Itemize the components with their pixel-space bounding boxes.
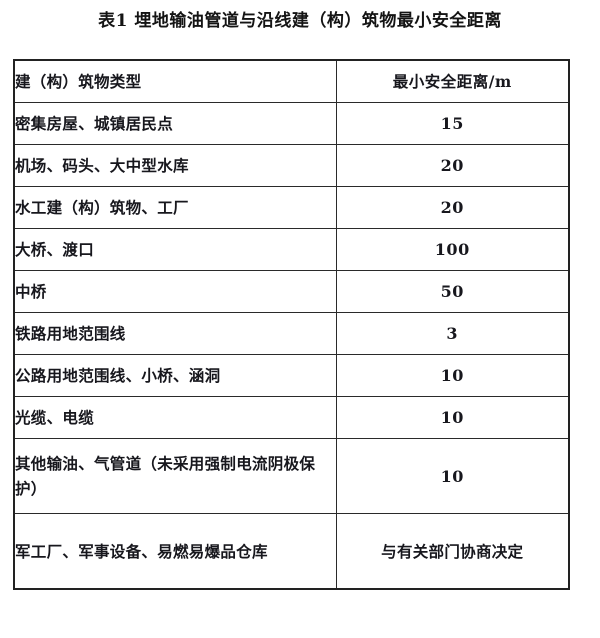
table-row: 水工建（构）筑物、工厂 20 [13, 186, 570, 229]
cell-structure-type: 中桥 [13, 270, 337, 313]
cell-structure-type: 大桥、渡口 [13, 228, 337, 271]
cell-min-safe-distance: 20 [335, 186, 570, 229]
cell-structure-type: 密集房屋、城镇居民点 [13, 102, 337, 145]
cell-structure-type: 其他输油、气管道（未采用强制电流阴极保护） [13, 438, 337, 514]
cell-min-safe-distance: 15 [335, 102, 570, 145]
cell-structure-type: 光缆、电缆 [13, 396, 337, 439]
table-row: 机场、码头、大中型水库 20 [13, 144, 570, 187]
table-row: 密集房屋、城镇居民点 15 [13, 102, 570, 145]
cell-min-safe-distance: 100 [335, 228, 570, 271]
safety-distance-table: 建（构）筑物类型 最小安全距离/m 密集房屋、城镇居民点 15 机场、码头、大中型水… [13, 59, 570, 590]
cell-structure-type: 军工厂、军事设备、易燃易爆品仓库 [13, 513, 337, 590]
table-row: 中桥 50 [13, 270, 570, 313]
column-header-structure-type: 建（构）筑物类型 [13, 59, 337, 103]
table-body: 建（构）筑物类型 最小安全距离/m 密集房屋、城镇居民点 15 机场、码头、大中型水… [13, 59, 570, 590]
table-row: 公路用地范围线、小桥、涵洞 10 [13, 354, 570, 397]
cell-min-safe-distance: 与有关部门协商决定 [335, 513, 570, 590]
column-header-min-safe-distance: 最小安全距离/m [335, 59, 570, 103]
table-row: 光缆、电缆 10 [13, 396, 570, 439]
table-row: 大桥、渡口 100 [13, 228, 570, 271]
cell-min-safe-distance: 10 [335, 396, 570, 439]
cell-min-safe-distance: 10 [335, 438, 570, 514]
cell-min-safe-distance: 50 [335, 270, 570, 313]
table-header-row: 建（构）筑物类型 最小安全距离/m [13, 59, 570, 103]
cell-structure-type: 公路用地范围线、小桥、涵洞 [13, 354, 337, 397]
cell-min-safe-distance: 3 [335, 312, 570, 355]
cell-min-safe-distance: 20 [335, 144, 570, 187]
cell-structure-type: 机场、码头、大中型水库 [13, 144, 337, 187]
page-title: 表1 埋地输油管道与沿线建（构）筑物最小安全距离 [98, 11, 502, 31]
cell-structure-type: 水工建（构）筑物、工厂 [13, 186, 337, 229]
table-row: 军工厂、军事设备、易燃易爆品仓库 与有关部门协商决定 [13, 513, 570, 590]
table-row: 其他输油、气管道（未采用强制电流阴极保护） 10 [13, 438, 570, 514]
table-row: 铁路用地范围线 3 [13, 312, 570, 355]
cell-min-safe-distance: 10 [335, 354, 570, 397]
cell-structure-type: 铁路用地范围线 [13, 312, 337, 355]
